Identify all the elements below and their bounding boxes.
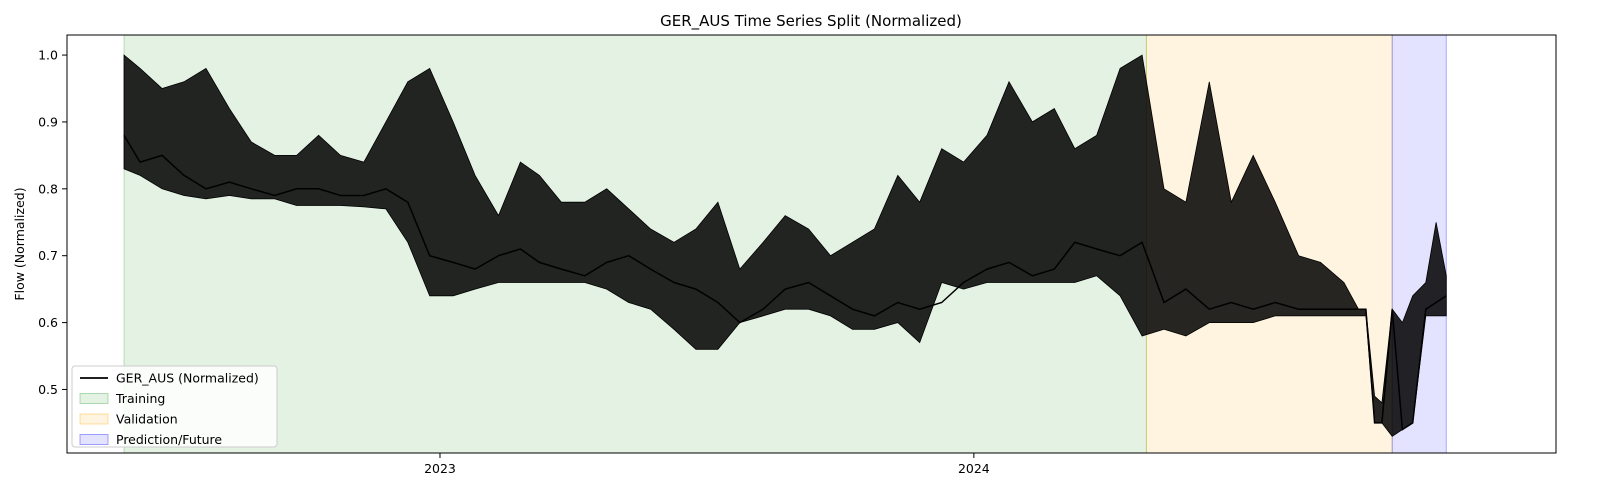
legend-swatch-patch <box>79 434 109 445</box>
y-axis-label: Flow (Normalized) <box>12 187 27 300</box>
x-tick-label: 2024 <box>958 461 990 476</box>
legend-swatch-patch <box>79 393 109 404</box>
y-tick-label: 0.7 <box>38 248 58 263</box>
series-layer <box>123 54 1447 437</box>
legend-label: Validation <box>116 412 178 427</box>
legend-entry[interactable]: Validation <box>79 412 178 427</box>
legend[interactable]: GER_AUS (Normalized) Training Validation Pr… <box>71 365 278 448</box>
legend-entry[interactable]: GER_AUS (Normalized) <box>80 371 259 386</box>
y-tick-label: 1.0 <box>38 48 58 63</box>
series-band <box>123 54 1447 437</box>
x-axis: 2023 2024 <box>424 453 990 476</box>
y-tick-label: 0.8 <box>38 181 58 196</box>
legend-label: Prediction/Future <box>116 432 222 447</box>
legend-label: Training <box>115 391 165 406</box>
legend-swatch-patch <box>79 413 109 425</box>
plot-frame <box>66 34 1557 454</box>
y-tick-label: 0.9 <box>38 114 58 129</box>
series-line <box>123 134 1447 431</box>
x-tick-label: 2023 <box>424 461 456 476</box>
legend-frame <box>71 365 278 448</box>
legend-label: GER_AUS (Normalized) <box>116 371 259 386</box>
legend-entry[interactable]: Prediction/Future <box>79 432 222 447</box>
chart-title: GER_AUS Time Series Split (Normalized) <box>660 12 962 31</box>
y-axis: 0.5 0.6 0.7 0.8 0.9 1.0 <box>38 48 67 397</box>
legend-entry[interactable]: Training <box>79 391 165 406</box>
y-tick-label: 0.5 <box>38 382 58 397</box>
y-tick-label: 0.6 <box>38 315 58 330</box>
